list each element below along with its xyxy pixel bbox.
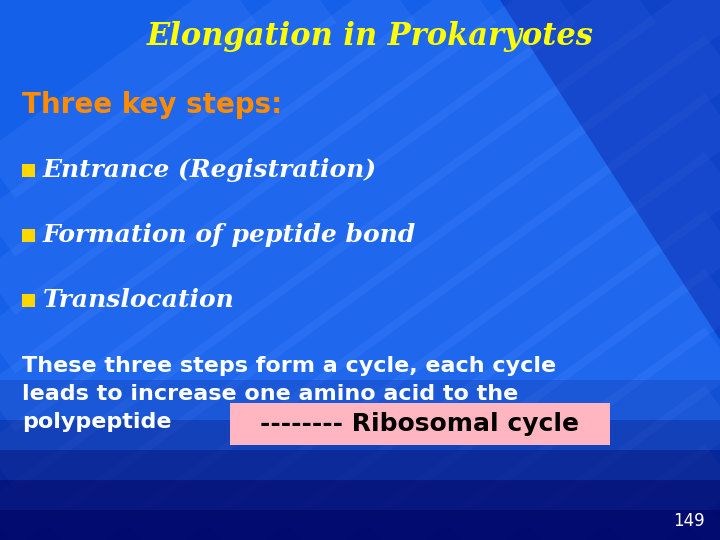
Bar bbox=[22, 228, 35, 241]
Text: -------- Ribosomal cycle: -------- Ribosomal cycle bbox=[261, 412, 580, 436]
Text: 149: 149 bbox=[673, 512, 705, 530]
Bar bbox=[0, 420, 720, 540]
Text: Translocation: Translocation bbox=[43, 288, 235, 312]
Bar bbox=[230, 403, 610, 445]
Bar bbox=[22, 294, 35, 307]
Text: Elongation in Prokaryotes: Elongation in Prokaryotes bbox=[147, 22, 593, 52]
Bar bbox=[0, 480, 720, 540]
Bar bbox=[0, 450, 720, 540]
Bar bbox=[0, 380, 720, 540]
Polygon shape bbox=[500, 0, 720, 340]
Bar bbox=[0, 510, 720, 540]
Text: polypeptide: polypeptide bbox=[22, 412, 171, 432]
Bar bbox=[22, 164, 35, 177]
Text: Entrance (Registration): Entrance (Registration) bbox=[43, 158, 377, 182]
Text: leads to increase one amino acid to the: leads to increase one amino acid to the bbox=[22, 384, 518, 404]
Text: These three steps form a cycle, each cycle: These three steps form a cycle, each cyc… bbox=[22, 356, 556, 376]
Text: Three key steps:: Three key steps: bbox=[22, 91, 282, 119]
Text: Formation of peptide bond: Formation of peptide bond bbox=[43, 223, 416, 247]
